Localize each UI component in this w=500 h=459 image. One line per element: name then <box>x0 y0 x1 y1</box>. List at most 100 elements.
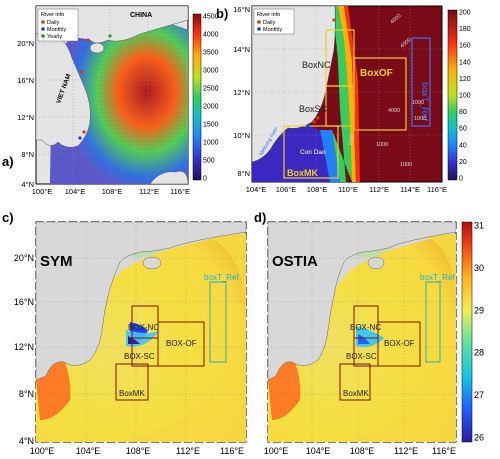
lat-tick: 8°N <box>19 389 34 399</box>
colorbar-tick-label: 2000 <box>203 104 219 111</box>
panel-c: SYM BOX-NC BOX-SC BOX-OF BoxMK boxT_Ref … <box>2 210 247 456</box>
lon-tick: 108°E <box>102 187 123 196</box>
box-of <box>157 321 205 367</box>
lat-tick: 16°N <box>17 76 34 85</box>
lat-tick: 16°N <box>14 297 34 307</box>
panel-a-indochina-land <box>36 31 91 148</box>
legend-daily-label: Daily <box>47 20 59 26</box>
label-box-tref: boxT_Ref <box>204 273 239 282</box>
legend-monthly-marker <box>41 27 45 31</box>
lat-tick: 8°N <box>21 150 34 159</box>
panel-c-title: SYM <box>40 253 73 270</box>
lat-tick: 12°N <box>233 88 250 97</box>
lon-tick: 104°E <box>76 446 101 456</box>
label-box-sc: BOX-SC <box>346 352 377 361</box>
legend-yearly-marker <box>41 34 45 38</box>
panel-b-letter: b) <box>216 6 228 21</box>
lon-tick: 106°E <box>276 185 297 194</box>
legend-title: River info <box>41 12 64 18</box>
lat-tick: 4°N <box>19 436 34 446</box>
panel-a: CHINA VIET NAM River info Daily Monthly … <box>2 5 219 196</box>
colorbar-tick-label: 100 <box>459 93 471 100</box>
label-box-mk: BoxMK <box>119 389 145 398</box>
box-of <box>377 321 421 367</box>
colorbar-tick-label: 200 <box>459 10 471 17</box>
panel-b-land <box>252 6 336 163</box>
label-con-dao: Con Dao <box>300 149 326 156</box>
colorbar-tick-label: 28 <box>474 348 484 358</box>
box-mk <box>115 363 149 401</box>
panel-d-title: OSTIA <box>272 253 318 270</box>
panel-a-colorbar-ticks: 4500 4000 3500 3000 2500 2000 1500 1000 500 0 <box>203 14 219 183</box>
contour-label: 1000 <box>376 142 388 148</box>
label-box-of: BOX-OF <box>384 339 415 348</box>
lon-tick: 114°E <box>400 185 420 194</box>
colorbar-tick-label: 1500 <box>203 122 219 129</box>
lon-tick: 108°E <box>350 446 375 456</box>
panel-d-colorbar <box>461 221 473 443</box>
legend-daily-marker <box>41 20 45 24</box>
panel-a-letter: a) <box>2 154 14 169</box>
lon-tick: 112°E <box>139 187 159 196</box>
label-box-sc: BoxSC <box>299 104 328 114</box>
label-box-nc: BOX-NC <box>128 323 159 332</box>
colorbar-tick-label: 60 <box>459 126 467 133</box>
colorbar-tick-label: 160 <box>459 43 471 50</box>
lon-tick: 104°E <box>65 187 86 196</box>
colorbar-tick-label: 20 <box>459 159 467 166</box>
contour-label: 1000 <box>400 162 412 168</box>
legend-monthly-label: Monthly <box>47 27 67 33</box>
box-mk <box>283 125 339 179</box>
label-box-of: BOX-OF <box>166 339 197 348</box>
lon-tick: 116°E <box>432 446 456 456</box>
colorbar-tick-label: 3500 <box>203 50 219 57</box>
lat-tick: 4°N <box>21 180 34 189</box>
colorbar-tick-label: 0 <box>203 176 207 183</box>
contour-label: 1000 <box>348 133 356 146</box>
colorbar-tick-label: 4500 <box>203 14 219 21</box>
legend-monthly-label: Monthly <box>263 27 283 33</box>
colorbar-tick-label: 4000 <box>203 32 219 39</box>
lat-tick: 14°N <box>233 45 250 54</box>
lon-tick: 100°E <box>30 446 55 456</box>
panel-a-colorbar <box>192 13 202 181</box>
lon-tick: 116°E <box>220 446 244 456</box>
panel-b: BoxNC BoxSC BoxOF BoxMK boxT_Ref Con Dao… <box>216 5 471 194</box>
label-box-mk: BoxMK <box>343 389 369 398</box>
legend-monthly-marker <box>257 27 261 31</box>
colorbar-tick-label: 500 <box>203 158 215 165</box>
lon-tick: 100°E <box>264 446 289 456</box>
lat-tick: 20°N <box>17 39 34 48</box>
colorbar-tick-label: 40 <box>459 142 467 149</box>
lon-tick: 116°E <box>427 185 447 194</box>
lon-tick: 112°E <box>176 446 200 456</box>
colorbar-tick-label: 2500 <box>203 86 219 93</box>
lat-tick: 12°N <box>17 113 34 122</box>
legend-daily-label: Daily <box>263 20 275 26</box>
lon-tick: 116°E <box>170 187 190 196</box>
label-box-nc: BOX-NC <box>350 323 381 332</box>
label-box-nc: BoxNC <box>302 60 331 70</box>
lat-tick: 8°N <box>237 169 250 178</box>
lat-tick: 16°N <box>233 5 250 14</box>
contour-label: 4000 <box>388 108 400 114</box>
panel-d: OSTIA BOX-NC BOX-SC BOX-OF BoxMK boxT_Re… <box>254 210 484 456</box>
colorbar-tick-label: 0 <box>459 176 463 183</box>
legend-daily-marker <box>257 20 261 24</box>
label-box-mk: BoxMK <box>287 168 318 178</box>
lon-tick: 104°E <box>306 446 331 456</box>
colorbar-tick-label: 29 <box>474 305 484 315</box>
box-of <box>353 57 407 131</box>
box-mk <box>339 363 371 401</box>
legend-yearly-label: Yearly <box>47 34 62 40</box>
contour-label: 1000 <box>414 116 426 122</box>
colorbar-tick-label: 140 <box>459 59 471 66</box>
lat-tick: 20°N <box>14 253 34 263</box>
country-label-china: CHINA <box>130 12 152 19</box>
colorbar-tick-label: 180 <box>459 26 471 33</box>
lon-tick: 104°E <box>246 185 267 194</box>
lat-tick: 12°N <box>14 342 34 352</box>
label-box-tref: boxT_Ref <box>420 82 430 122</box>
